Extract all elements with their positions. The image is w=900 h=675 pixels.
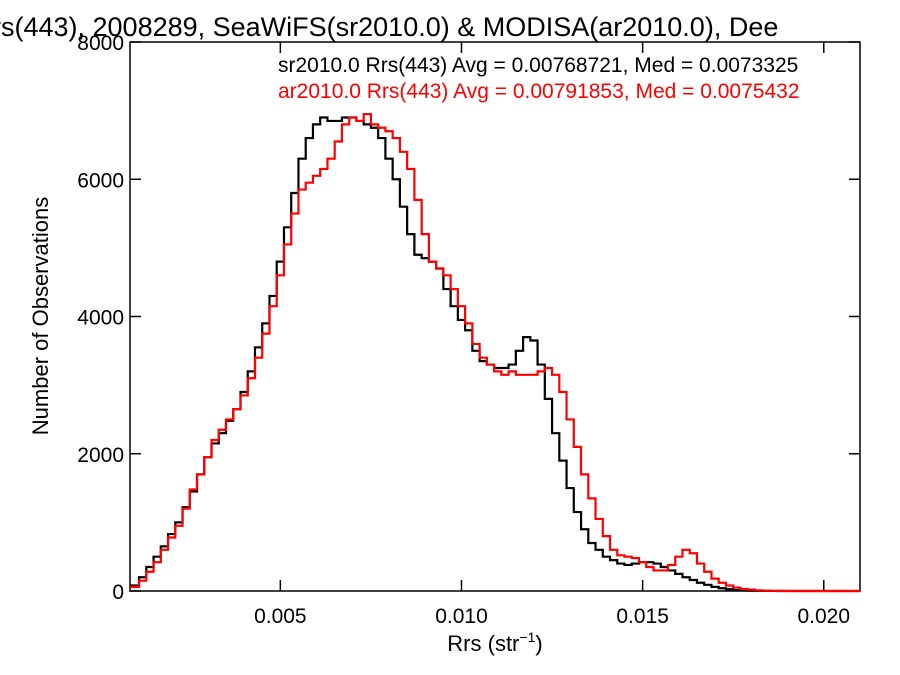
x-axis-label: Rrs (str−1) <box>447 629 542 656</box>
x-axis: 0.005 0.010 0.015 0.020 <box>254 42 850 628</box>
y-tick-label: 6000 <box>77 169 124 192</box>
y-axis: 0 2000 4000 6000 8000 <box>77 32 860 604</box>
x-tick-label: 0.015 <box>616 605 669 628</box>
legend-entry-sr2010: sr2010.0 Rrs(443) Avg = 0.00768721, Med … <box>278 54 798 77</box>
y-tick-label: 2000 <box>77 444 124 467</box>
plot-frame <box>129 41 861 592</box>
x-axis-label-sup: −1 <box>519 629 535 645</box>
x-tick-label: 0.010 <box>435 605 488 628</box>
y-tick-label: 4000 <box>77 307 124 330</box>
series-layer <box>130 112 860 593</box>
y-axis-label: Number of Observations <box>28 197 53 435</box>
legend-entry-ar2010: ar2010.0 Rrs(443) Avg = 0.00791853, Med … <box>278 80 800 103</box>
x-axis-label-close: ) <box>535 631 542 656</box>
x-tick-label: 0.020 <box>797 605 850 628</box>
series-line-sr2010 <box>130 116 860 593</box>
x-axis-label-main: Rrs (str <box>447 631 519 656</box>
y-tick-label: 0 <box>112 581 124 604</box>
y-tick-label: 8000 <box>77 32 124 55</box>
chart-title: rs(443), 2008289, SeaWiFS(sr2010.0) & MO… <box>0 12 778 42</box>
series-line-ar2010 <box>130 112 860 593</box>
x-tick-label: 0.005 <box>254 605 307 628</box>
